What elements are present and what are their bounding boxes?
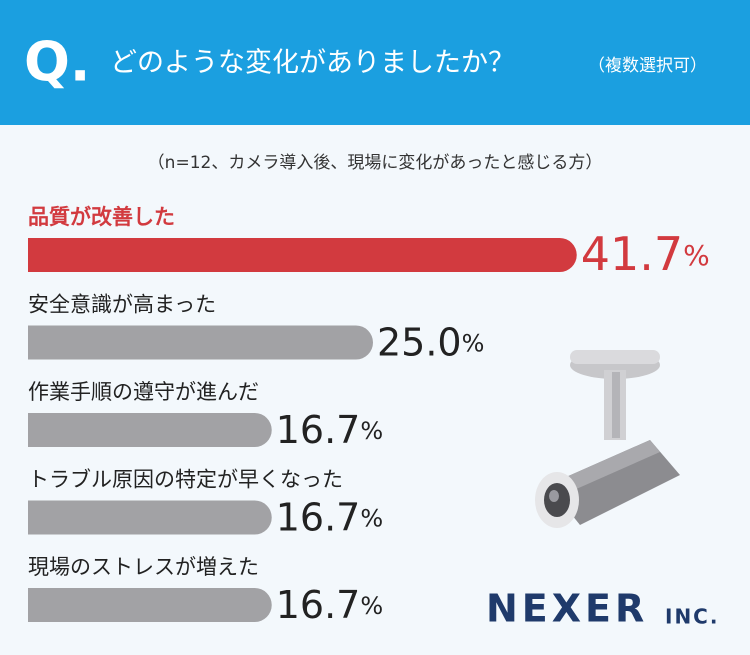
value-label: 16.7% <box>276 495 383 539</box>
value-label: 41.7% <box>581 227 710 281</box>
value-unit: % <box>360 505 383 533</box>
category-label: 現場のストレスが増えた <box>28 555 259 579</box>
value-number: 25.0 <box>377 320 462 364</box>
logo-suffix: INC. <box>665 605 719 629</box>
value-number: 41.7 <box>581 227 683 281</box>
bar <box>28 238 577 272</box>
value-number: 16.7 <box>276 495 361 539</box>
category-label: 作業手順の遵守が進んだ <box>28 380 259 404</box>
header <box>0 0 750 125</box>
value-unit: % <box>360 592 383 620</box>
chart-title: どのような変化がありましたか？ <box>110 48 515 79</box>
question-mark: Q. <box>24 31 90 94</box>
category-label: トラブル原因の特定が早くなった <box>28 468 343 492</box>
value-unit: % <box>462 330 485 358</box>
value-label: 16.7% <box>276 408 383 452</box>
camera-illustration <box>535 350 680 528</box>
value-label: 25.0% <box>377 320 484 364</box>
value-label: 16.7% <box>276 583 383 627</box>
subtitle: （n=12、カメラ導入後、現場に変化があったと感じる方） <box>148 153 603 173</box>
bar <box>28 500 272 535</box>
bar <box>28 588 272 622</box>
value-number: 16.7 <box>276 583 361 627</box>
bar <box>28 413 272 447</box>
category-label: 品質が改善した <box>28 205 175 229</box>
category-label: 安全意識が高まった <box>28 293 216 317</box>
logo: NEXER <box>486 587 648 631</box>
title-note: （複数選択可） <box>588 56 707 76</box>
value-unit: % <box>683 239 710 272</box>
bar <box>28 325 373 360</box>
value-unit: % <box>360 417 383 445</box>
value-number: 16.7 <box>276 408 361 452</box>
